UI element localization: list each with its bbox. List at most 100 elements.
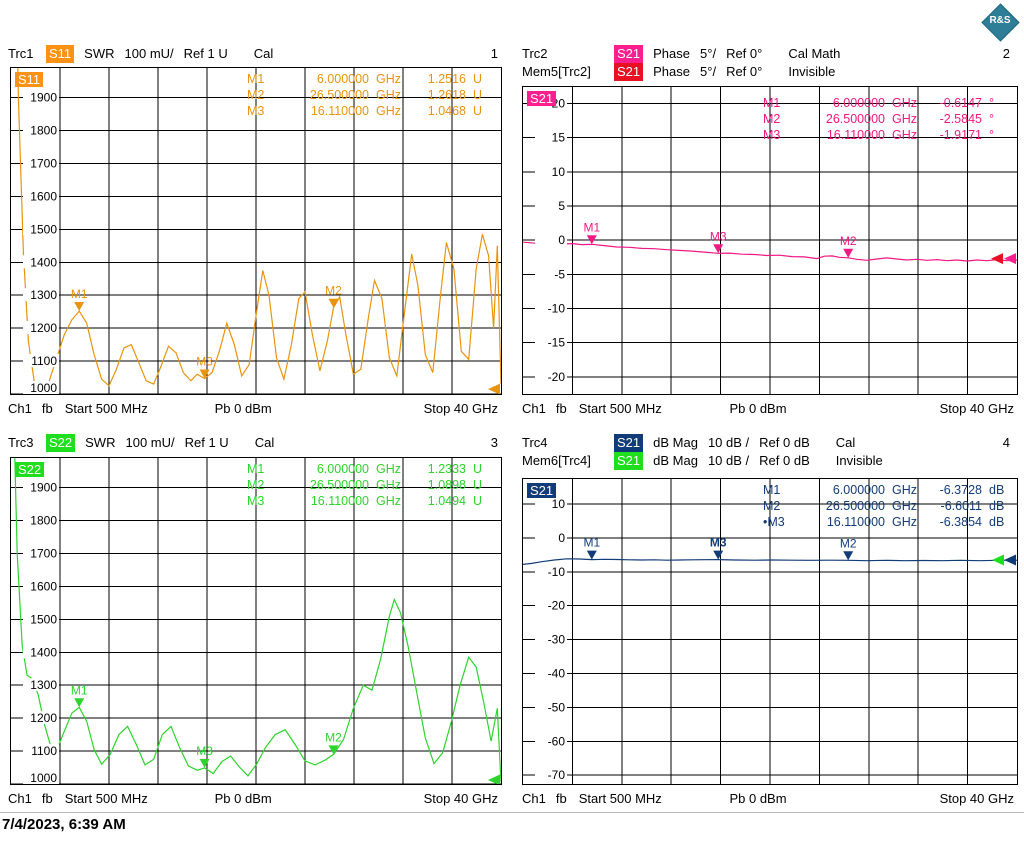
mem5-format: Phase — [653, 64, 691, 79]
ch1-footer-bottom-left: Ch1 fb Start 500 MHz Pb 0 dBm Stop 40 GHz — [8, 790, 500, 807]
svg-text:-5: -5 — [554, 267, 565, 281]
channel-label: Ch1 — [8, 401, 32, 416]
rohde-schwarz-logo: R&S — [981, 3, 1020, 42]
svg-text:1000: 1000 — [30, 771, 57, 784]
trc2-scale: 5°/ — [700, 46, 717, 61]
svg-text:10: 10 — [552, 165, 566, 179]
svg-text:M3: M3 — [710, 229, 727, 243]
trc3-plot-badge[interactable]: S22 — [15, 462, 45, 477]
sweep-mode-label: fb — [41, 791, 53, 806]
svg-text:M3: M3 — [710, 536, 727, 550]
trc3-name[interactable]: Trc3 — [8, 435, 34, 450]
svg-text:1500: 1500 — [30, 612, 57, 626]
svg-text:M2: M2 — [325, 730, 342, 744]
trc4-sparam-badge[interactable]: S21 — [614, 434, 644, 452]
mem5-status: Invisible — [788, 64, 836, 79]
svg-text:M2: M2 — [840, 234, 857, 248]
port-power-label: Pb 0 dBm — [214, 401, 272, 416]
plot-svg: 1900 1800 1700 1600 1500 1400 1300 1200 1100 1000… — [11, 68, 501, 394]
trc2-sparam-badge[interactable]: S21 — [614, 45, 644, 63]
svg-text:M1: M1 — [71, 287, 88, 301]
start-freq-label: Start 500 MHz — [64, 791, 148, 806]
svg-text:1100: 1100 — [31, 744, 57, 758]
stop-freq-label: Stop 40 GHz — [939, 791, 1014, 806]
svg-text:0: 0 — [558, 531, 565, 545]
trc3-header: Trc3 S22 SWR 100 mU/ Ref 1 U Cal 3 — [8, 434, 504, 452]
svg-text:1700: 1700 — [30, 547, 57, 561]
trc4-plot-area[interactable]: 10 0 -10 -20 -30 -40 -50 -60 -70 M1 M2 M3 S21 M1 6.0… — [522, 478, 1018, 785]
logo-text: R&S — [989, 15, 1011, 26]
svg-text:M2: M2 — [325, 284, 342, 298]
trc1-sparam-badge[interactable]: S11 — [46, 45, 75, 63]
trc1-format: SWR — [84, 46, 115, 61]
trc3-plot-area[interactable]: 1900 1800 1700 1600 1500 1400 1300 1200 1100 1000… — [10, 457, 502, 785]
trc2-name[interactable]: Trc2 — [522, 46, 548, 61]
svg-text:-20: -20 — [548, 370, 566, 384]
svg-text:1300: 1300 — [30, 288, 57, 302]
svg-text:-60: -60 — [548, 734, 566, 748]
mem5-name[interactable]: Mem5[Trc2] — [522, 64, 591, 79]
sweep-mode-label: fb — [555, 401, 567, 416]
svg-text:-15: -15 — [548, 336, 566, 350]
trc4-name[interactable]: Trc4 — [522, 435, 548, 450]
trc2-plot-badge[interactable]: S21 — [527, 91, 557, 106]
svg-text:-10: -10 — [548, 565, 566, 579]
ch1-footer-top-right: Ch1 fb Start 500 MHz Pb 0 dBm Stop 40 GHz — [522, 400, 1016, 417]
sweep-mode-label: fb — [555, 791, 567, 806]
trc4-marker-table: M1 6.000000 GHz -6.3728 dB M2 26.500000 GHz -6.… — [763, 482, 1009, 530]
trc4-plot-badge[interactable]: S21 — [527, 483, 557, 498]
marker-row: M2 26.500000 GHz 1.0898 U — [247, 478, 483, 492]
stop-freq-label: Stop 40 GHz — [423, 401, 498, 416]
svg-text:1800: 1800 — [30, 124, 57, 138]
trc1-plot-badge[interactable]: S11 — [15, 72, 44, 87]
start-freq-label: Start 500 MHz — [64, 401, 148, 416]
svg-text:10: 10 — [552, 497, 566, 511]
trc2-plot-area[interactable]: 20 15 10 5 0 -5 -10 -15 -20 M1 M2 M3 S21 M1 6.000000… — [522, 86, 1018, 395]
svg-text:1200: 1200 — [30, 321, 57, 335]
marker-row: •M3 16.110000 GHz -6.3854 dB — [763, 515, 1005, 529]
trc3-ref: Ref 1 U — [184, 435, 229, 450]
trc4-ref: Ref 0 dB — [759, 435, 810, 450]
svg-text:M1: M1 — [583, 220, 600, 234]
bottom-divider — [0, 812, 1024, 813]
mem6-sparam-badge[interactable]: S21 — [614, 452, 644, 470]
marker-row: M3 16.110000 GHz 1.0494 U — [247, 494, 483, 508]
trc4-format: dB Mag — [653, 435, 698, 450]
trc1-header: Trc1 S11 SWR 100 mU/ Ref 1 U Cal 1 — [8, 45, 504, 63]
mem6-name[interactable]: Mem6[Trc4] — [522, 453, 591, 468]
ch1-footer-bottom-right: Ch1 fb Start 500 MHz Pb 0 dBm Stop 40 GHz — [522, 790, 1016, 807]
marker-row: M1 6.000000 GHz 1.2516 U — [247, 72, 483, 86]
mem5-ref: Ref 0° — [726, 64, 763, 79]
marker-row: M3 16.110000 GHz 1.0468 U — [247, 104, 483, 118]
svg-text:M1: M1 — [583, 536, 600, 550]
trc2-status: Cal Math — [788, 46, 841, 61]
svg-text:1400: 1400 — [30, 645, 57, 659]
trc1-ref: Ref 1 U — [183, 46, 228, 61]
window-number-1: 1 — [490, 46, 498, 61]
trc3-status: Cal — [254, 435, 275, 450]
marker-row: M1 6.000000 GHz -0.6147 ° — [763, 96, 994, 110]
trc3-format: SWR — [85, 435, 116, 450]
stop-freq-label: Stop 40 GHz — [423, 791, 498, 806]
svg-text:-70: -70 — [548, 768, 566, 782]
svg-text:1200: 1200 — [30, 711, 57, 725]
trc2-header: Trc2 S21 Phase 5°/ Ref 0° Cal Math 2 Mem… — [522, 45, 1016, 81]
trc1-plot-area[interactable]: 1900 1800 1700 1600 1500 1400 1300 1200 1100 1000… — [10, 67, 502, 395]
marker-row: M2 26.500000 GHz 1.2618 U — [247, 88, 483, 102]
marker-row: M1 6.000000 GHz -6.3728 dB — [763, 483, 1005, 497]
plot-svg: 10 0 -10 -20 -30 -40 -50 -60 -70 M1 M2 M3 — [523, 479, 1017, 784]
svg-text:1700: 1700 — [30, 157, 57, 171]
svg-text:-20: -20 — [548, 599, 566, 613]
window-number-4: 4 — [1002, 435, 1010, 450]
trc1-name[interactable]: Trc1 — [8, 46, 34, 61]
start-freq-label: Start 500 MHz — [578, 791, 662, 806]
sweep-mode-label: fb — [41, 401, 53, 416]
svg-text:1100: 1100 — [31, 354, 57, 368]
svg-text:1900: 1900 — [30, 481, 57, 495]
mem5-sparam-badge[interactable]: S21 — [614, 63, 644, 81]
svg-text:M3: M3 — [196, 744, 213, 758]
trc3-sparam-badge[interactable]: S22 — [46, 434, 76, 452]
svg-text:-10: -10 — [548, 302, 566, 316]
port-power-label: Pb 0 dBm — [729, 401, 787, 416]
